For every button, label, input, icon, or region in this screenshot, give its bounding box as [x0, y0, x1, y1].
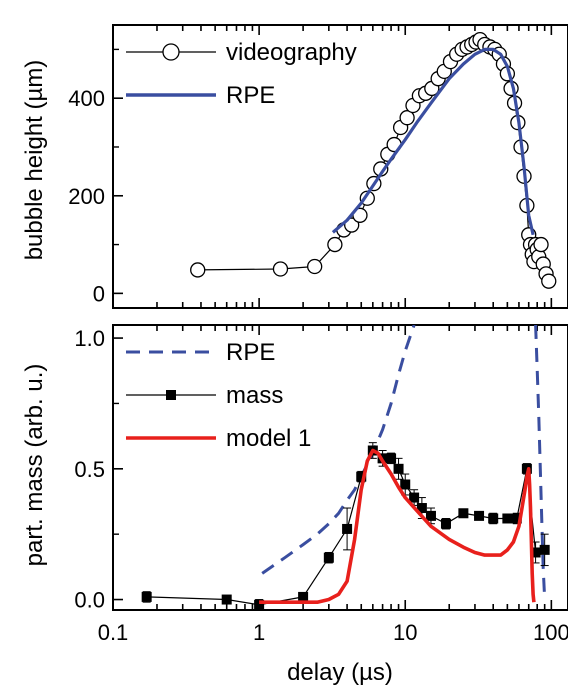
legend-label-mass: mass: [226, 382, 283, 409]
legend-item-rpe: RPE: [126, 82, 275, 109]
x-tick-label: 100: [533, 620, 568, 645]
x-tick-label: 0.1: [98, 620, 129, 645]
bottom-series-mass-point: [530, 547, 541, 558]
bottom-series-rpe-line: [261, 325, 416, 575]
top-series-videography-line: [197, 38, 550, 282]
legend-label-rpe: RPE: [226, 82, 275, 109]
legend-item-model-1: model 1: [126, 425, 311, 452]
bottom-panel-particle-mass: 0.1 1 10 100 0.0 0.5 1.0 RPE mass model 1: [74, 324, 568, 645]
top-plot-frame: [112, 24, 568, 309]
bottom-y-tick-label: 1.0: [74, 326, 105, 351]
top-y-axis-label: bubble height (µm): [21, 60, 48, 261]
bottom-plot-frame: [112, 324, 568, 611]
legend-item-mass: mass: [126, 382, 283, 409]
bottom-series-mass-point: [254, 599, 265, 610]
x-tick-label: 10: [393, 620, 417, 645]
bottom-series-mass-point: [298, 591, 309, 602]
top-y-tick-label: 0: [93, 281, 105, 306]
bottom-series-mass-point: [342, 523, 353, 534]
bottom-series-mass-point: [393, 463, 404, 474]
bottom-series-mass-point: [502, 513, 513, 524]
top-series-videography-point: [307, 258, 323, 275]
bottom-y-tick-label: 0.0: [74, 588, 105, 613]
bottom-series-mass-point: [425, 510, 436, 521]
legend-item-videography: videography: [126, 39, 357, 66]
bottom-series-mass-point: [416, 503, 427, 514]
legend-marker-videography: [162, 43, 180, 61]
bottom-series-mass-point: [440, 518, 451, 529]
top-series-videography-point: [399, 110, 415, 126]
bottom-series-mass-point: [400, 479, 411, 490]
bottom-series-mass-point: [221, 594, 232, 605]
bottom-series-model-1-line: [259, 448, 536, 604]
top-series-videography-point: [533, 236, 549, 253]
bottom-legend: RPE mass model 1: [126, 339, 311, 452]
top-series-videography-point: [272, 261, 289, 277]
top-plot-area: [190, 31, 557, 289]
bottom-series-mass-point: [356, 471, 367, 482]
bottom-series-mass-point: [539, 544, 550, 555]
bottom-series-rpe-line: [534, 325, 547, 600]
x-tick-label: 1: [253, 620, 265, 645]
top-y-tick-label: 400: [68, 86, 105, 111]
legend-marker-mass: [166, 390, 176, 400]
top-series-videography-point: [541, 273, 557, 289]
bottom-y-axis-label: part. mass (arb. u.): [21, 364, 48, 567]
bottom-series-mass-point: [386, 453, 397, 464]
legend-label-videography: videography: [226, 39, 357, 66]
bottom-y-tick-label: 0.5: [74, 457, 105, 482]
bottom-series-mass-point: [409, 492, 420, 503]
bottom-series-mass-point: [141, 591, 152, 602]
top-panel-bubble-height: 0 200 400 videography RPE: [68, 24, 568, 309]
legend-label-model-1: model 1: [226, 425, 311, 452]
top-y-tick-label: 200: [68, 184, 105, 209]
bottom-series-mass-point: [488, 513, 499, 524]
legend-item-rpe: RPE: [126, 339, 275, 366]
bottom-plot-area: [141, 325, 550, 610]
bottom-series-mass-point: [458, 508, 469, 519]
top-series-rpe-line: [331, 47, 535, 236]
x-axis-label: delay (µs): [287, 659, 393, 686]
bottom-series-mass-point: [474, 510, 485, 521]
top-series-videography-point: [190, 262, 206, 278]
top-legend: videography RPE: [126, 39, 357, 109]
bottom-series-mass-point: [511, 513, 522, 524]
top-series-videography-point: [327, 236, 343, 253]
bottom-series-mass-point: [323, 552, 334, 563]
legend-label-rpe: RPE: [226, 339, 275, 366]
top-series-videography-point: [344, 217, 360, 233]
